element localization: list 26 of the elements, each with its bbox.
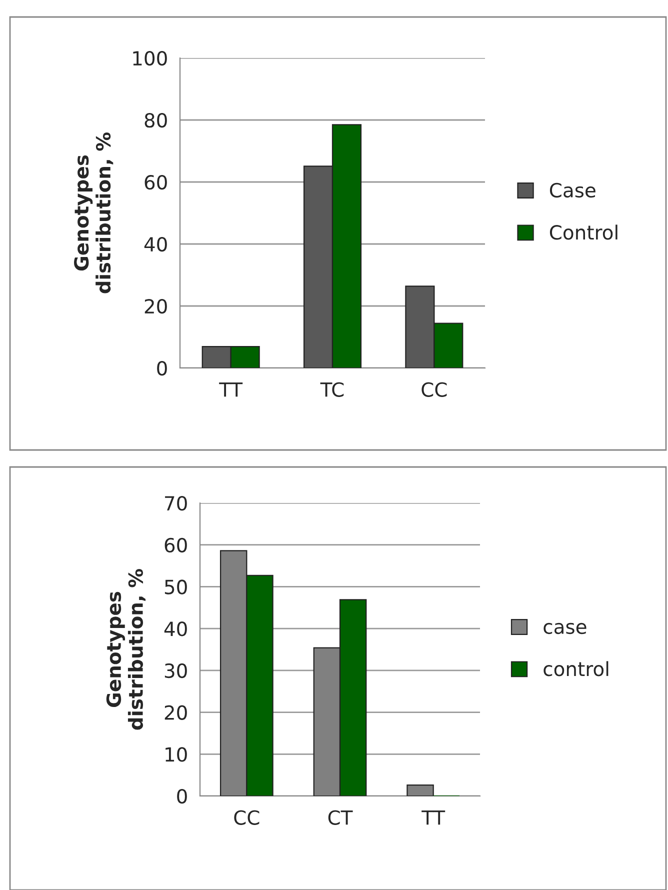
y-tick-label: 50 [164,580,187,594]
y-axis-title: Genotypes distribution, % [106,568,146,730]
x-tick-label: TC [320,382,344,397]
legend-label: case [544,622,586,634]
x-tick-label: TT [219,382,243,397]
y-axis-title: Genotypes distribution, % [74,132,114,294]
legend-label: Control [550,224,618,240]
legend-label: Case [550,182,596,198]
legend-label: control [544,661,608,676]
y-tick-label: 70 [165,496,187,511]
x-tick-label: TT [422,810,446,825]
y-tick-label: 0 [177,788,187,804]
y-tick-label: 60 [144,174,167,190]
y-tick-label: 20 [164,705,187,720]
y-tick-label: 60 [164,538,187,553]
y-tick-label: 80 [144,112,167,128]
y-tick-label: 40 [144,236,167,252]
y-tick-label: 0 [157,360,167,376]
x-tick-label: CC [422,382,447,397]
y-tick-label: 40 [164,622,187,636]
x-tick-label: CT [328,810,353,825]
y-tick-label: 100 [133,50,167,66]
y-tick-label: 20 [144,298,167,314]
y-tick-label: 10 [166,747,187,762]
x-tick-label: CC [234,810,260,825]
y-tick-label: 30 [164,663,187,678]
